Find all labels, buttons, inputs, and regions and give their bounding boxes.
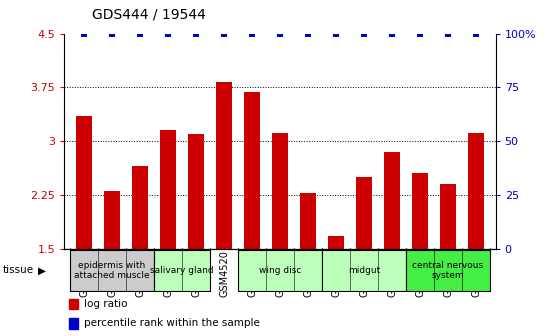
Bar xyxy=(76,116,92,249)
Text: salivary gland: salivary gland xyxy=(150,266,214,275)
Bar xyxy=(356,177,372,249)
Point xyxy=(416,31,424,36)
Text: epidermis with
attached muscle: epidermis with attached muscle xyxy=(74,261,150,280)
FancyBboxPatch shape xyxy=(406,250,490,291)
Point xyxy=(304,31,312,36)
Bar xyxy=(160,130,176,249)
Bar xyxy=(216,82,232,249)
Point xyxy=(360,31,368,36)
Text: central nervous
system: central nervous system xyxy=(412,261,484,280)
Bar xyxy=(69,318,78,329)
Text: ▶: ▶ xyxy=(38,265,46,276)
Bar xyxy=(69,299,78,309)
Bar xyxy=(468,132,484,249)
Bar xyxy=(272,132,288,249)
Bar xyxy=(244,92,260,249)
Point xyxy=(472,31,480,36)
Point xyxy=(136,31,144,36)
Bar xyxy=(328,236,344,249)
Text: GDS444 / 19544: GDS444 / 19544 xyxy=(92,8,206,22)
Point xyxy=(388,31,396,36)
Text: tissue: tissue xyxy=(3,265,34,276)
Bar xyxy=(440,184,456,249)
FancyBboxPatch shape xyxy=(154,250,210,291)
FancyBboxPatch shape xyxy=(322,250,406,291)
Point xyxy=(444,31,452,36)
Text: wing disc: wing disc xyxy=(259,266,301,275)
Point xyxy=(80,31,88,36)
Bar xyxy=(188,134,204,249)
Bar xyxy=(300,193,316,249)
Text: percentile rank within the sample: percentile rank within the sample xyxy=(84,319,260,328)
Text: midgut: midgut xyxy=(348,266,380,275)
FancyBboxPatch shape xyxy=(238,250,322,291)
Bar xyxy=(104,191,120,249)
Point xyxy=(220,31,228,36)
Point xyxy=(192,31,200,36)
Point xyxy=(248,31,256,36)
Bar xyxy=(412,173,428,249)
Text: log ratio: log ratio xyxy=(84,299,127,309)
Point xyxy=(332,31,340,36)
Point xyxy=(108,31,116,36)
Bar xyxy=(132,166,148,249)
FancyBboxPatch shape xyxy=(70,250,154,291)
Point xyxy=(276,31,284,36)
Point xyxy=(164,31,172,36)
Bar xyxy=(384,152,400,249)
